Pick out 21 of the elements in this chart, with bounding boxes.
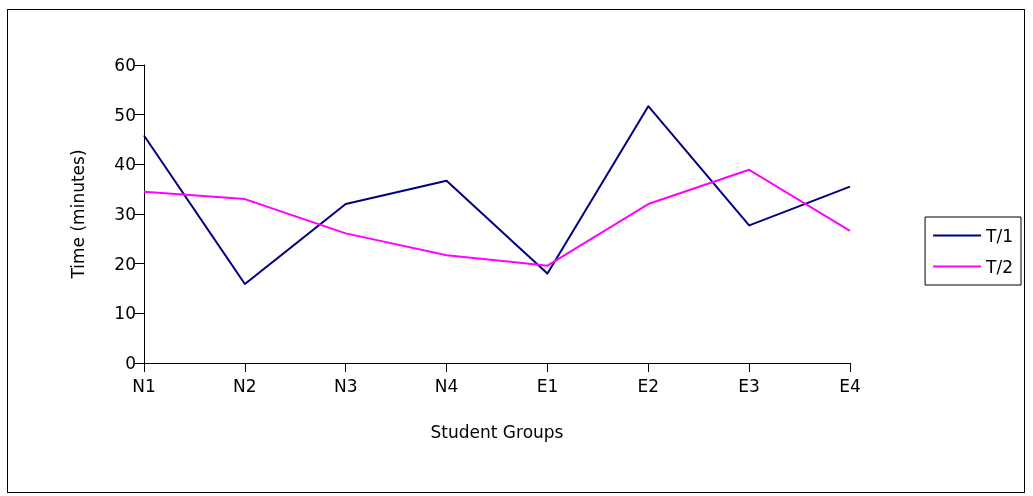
y-tick-label: 10 [114, 303, 136, 324]
x-axis-title: Student Groups [430, 421, 564, 442]
x-tick-label: N4 [434, 375, 459, 396]
line-series [143, 168, 851, 267]
y-tick-label: 40 [114, 154, 136, 175]
x-tick-label: E3 [738, 375, 760, 396]
x-tick-label: N2 [233, 375, 257, 396]
legend-label: T/2 [985, 256, 1014, 277]
x-tick-label: N3 [333, 375, 358, 396]
x-tick-label: E2 [637, 375, 660, 396]
y-tick-label: 20 [114, 253, 136, 274]
y-tick-label: 0 [125, 353, 136, 373]
x-tick-label: N1 [132, 375, 156, 396]
line-series [143, 105, 851, 286]
x-tick-label: E1 [536, 375, 559, 396]
y-tick-label: 30 [114, 204, 136, 224]
y-tick-label: 50 [114, 104, 136, 125]
y-tick-label: 60 [114, 55, 136, 75]
legend-label: T/1 [985, 225, 1014, 246]
y-axis-title: Time (minutes) [67, 149, 88, 280]
x-tick-label: E4 [839, 375, 861, 396]
